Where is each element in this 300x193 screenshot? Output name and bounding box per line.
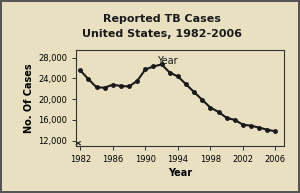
Text: United States, 1982-2006: United States, 1982-2006 (82, 29, 242, 39)
X-axis label: Year: Year (168, 168, 192, 178)
Text: Year: Year (158, 56, 178, 66)
Text: Reported TB Cases: Reported TB Cases (103, 14, 221, 24)
Y-axis label: No. Of Cases: No. Of Cases (24, 63, 34, 133)
